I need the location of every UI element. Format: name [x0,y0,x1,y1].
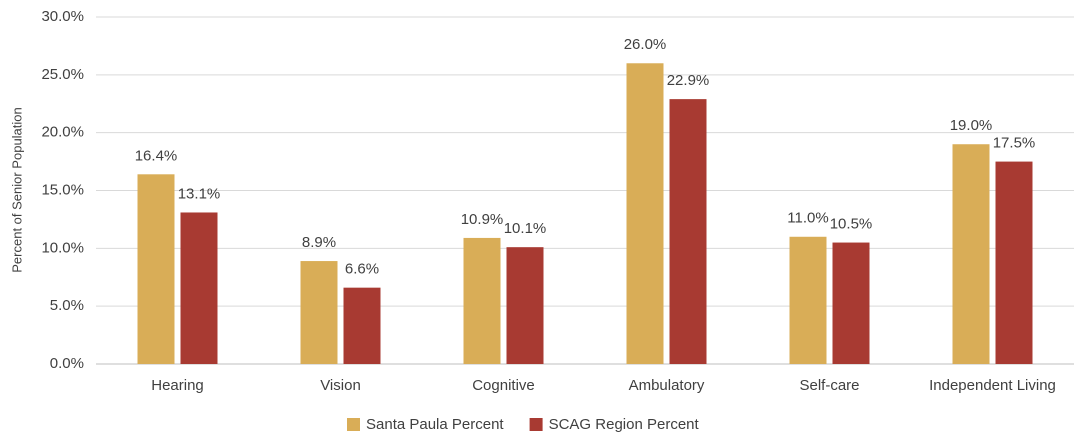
bar [789,236,827,364]
x-tick-label: Self-care [799,377,859,394]
data-label: 10.9% [461,211,504,228]
data-label: 17.5% [993,135,1036,152]
bar [300,261,338,364]
x-tick-label: Hearing [151,377,204,394]
bar [669,99,707,364]
data-label: 19.0% [950,117,993,134]
bar [463,237,501,364]
bar [343,287,381,364]
bar [137,174,175,364]
x-tick-label: Independent Living [929,377,1056,394]
data-label: 13.1% [178,185,221,202]
y-tick-label: 10.0% [41,239,84,256]
data-label: 22.9% [667,72,710,89]
data-label: 26.0% [624,36,667,53]
x-tick-label: Cognitive [472,377,535,394]
data-label: 10.1% [504,220,547,237]
y-tick-label: 20.0% [41,124,84,141]
bar [832,242,870,364]
y-tick-label: 15.0% [41,181,84,198]
legend-label: Santa Paula Percent [366,416,504,433]
legend-swatch [529,418,543,431]
bar [626,63,664,365]
y-axis-label: Percent of Senior Population [9,107,24,273]
y-tick-label: 0.0% [50,355,84,372]
bar [180,212,218,364]
legend-label: SCAG Region Percent [549,416,700,433]
bar [995,161,1033,364]
data-label: 6.6% [345,261,379,278]
y-tick-label: 25.0% [41,66,84,83]
bar [952,144,990,364]
data-label: 10.5% [830,216,873,233]
data-label: 16.4% [135,147,178,164]
legend-swatch [347,418,360,431]
y-tick-label: 30.0% [41,8,84,25]
bar [506,247,544,364]
data-label: 11.0% [787,210,828,227]
y-tick-label: 5.0% [50,297,84,314]
x-tick-label: Vision [320,377,361,394]
data-label: 8.9% [302,234,336,251]
x-tick-label: Ambulatory [629,377,705,394]
